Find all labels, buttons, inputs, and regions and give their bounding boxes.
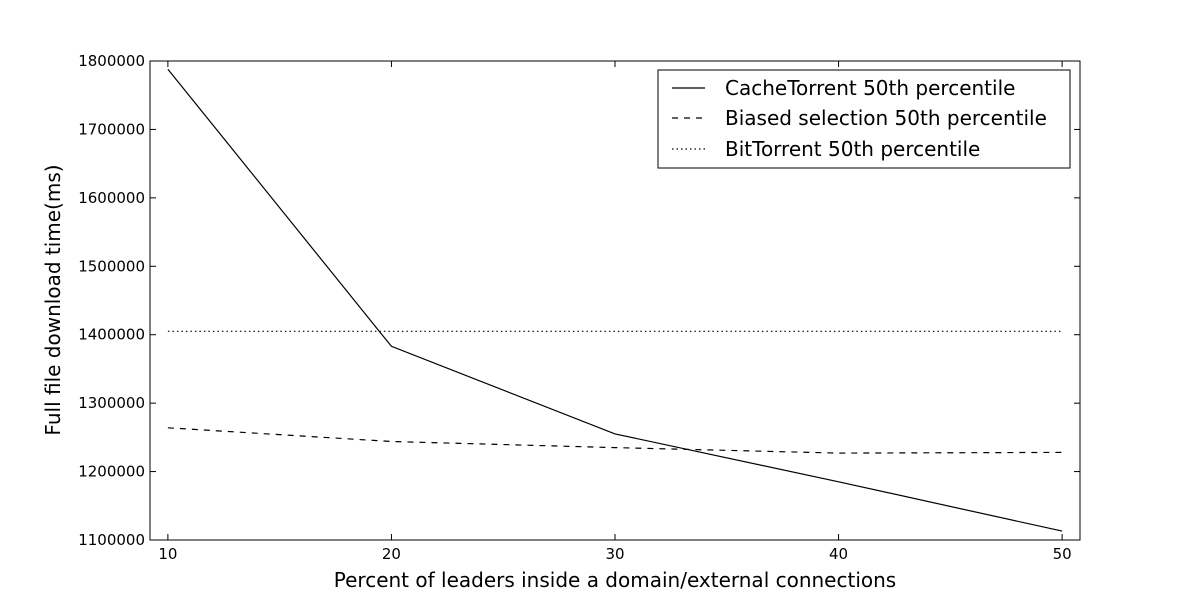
- series-line-biased-selection: [167, 427, 1063, 454]
- legend-label-bittorrent: BitTorrent 50th percentile: [725, 137, 980, 161]
- legend-box: [657, 69, 1071, 169]
- x-tick-label: 30: [605, 545, 624, 563]
- x-tick-label: 40: [829, 545, 848, 563]
- x-tick-label: 20: [382, 545, 401, 563]
- y-tick-label: 1100000: [78, 531, 145, 549]
- y-axis: 1100000 1200000 1300000 1400000 1500000 16000…: [78, 52, 1080, 549]
- legend-label-cachetorrent: CacheTorrent 50th percentile: [725, 76, 1015, 100]
- legend: CacheTorrent 50th percentile Biased sele…: [657, 69, 1071, 169]
- x-tick-label: 50: [1053, 545, 1072, 563]
- y-tick-label: 1800000: [78, 52, 145, 70]
- y-tick-label: 1200000: [78, 463, 145, 481]
- series-line-cachetorrent: [167, 68, 1063, 532]
- series-lines: [167, 68, 1063, 532]
- x-axis: 10 20 30 40 50: [158, 61, 1072, 563]
- x-axis-label: Percent of leaders inside a domain/exter…: [334, 568, 896, 592]
- y-axis-label: Full file download time(ms): [41, 164, 65, 435]
- y-tick-label: 1500000: [78, 257, 145, 275]
- x-tick-label: 10: [158, 545, 177, 563]
- y-tick-label: 1600000: [78, 189, 145, 207]
- y-tick-label: 1700000: [78, 120, 145, 138]
- legend-label-biased: Biased selection 50th percentile: [725, 106, 1047, 130]
- y-tick-label: 1400000: [78, 326, 145, 344]
- y-tick-label: 1300000: [78, 394, 145, 412]
